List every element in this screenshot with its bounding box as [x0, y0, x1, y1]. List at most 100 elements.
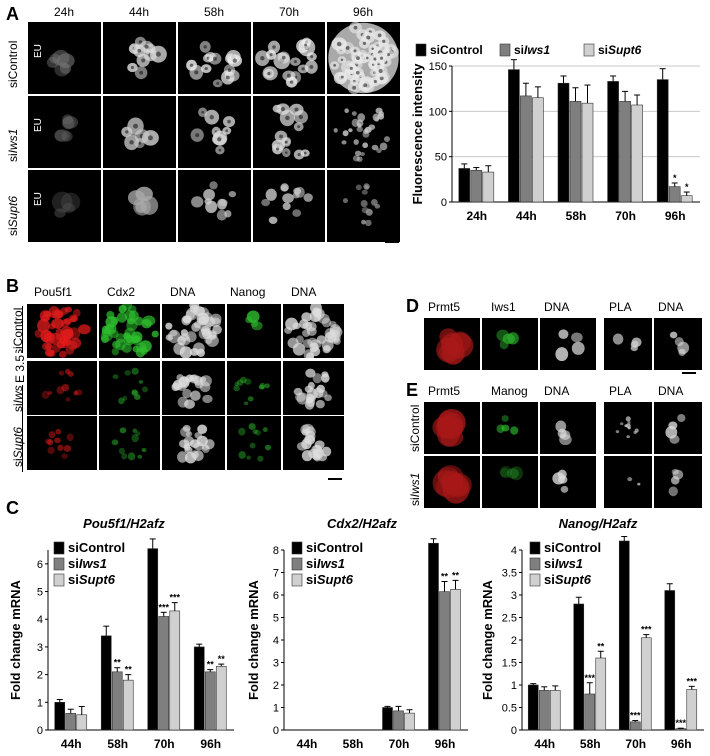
micrograph-d-c2: [482, 318, 538, 370]
micrograph-b-r3-c4-image: [238, 423, 272, 462]
significance-marker: ***: [630, 711, 641, 721]
y-tick-label: 1.5: [502, 658, 517, 670]
micrograph-b-r3-c2: [99, 416, 160, 470]
timepoint-label-96h: 96h: [353, 5, 374, 19]
y-tick-label: 3.5: [502, 568, 517, 580]
bar-siSupt6-96h: [215, 666, 227, 731]
micrograph-d-c4: [604, 318, 652, 370]
column-label-e-1: Prmt5: [428, 384, 461, 398]
bar-siIws1-70h: [393, 710, 404, 731]
micrograph-b-r1-c3-image: [165, 304, 222, 358]
category-label: 70h: [154, 737, 175, 751]
category-label: 58h: [580, 737, 601, 751]
micrograph-a-r2-c4-image: [271, 103, 310, 160]
legend-entry-prefix: si: [544, 556, 555, 571]
significance-marker: **: [441, 572, 449, 582]
column-label-e-5: DNA: [658, 384, 684, 398]
legend-entry: siControl: [430, 43, 483, 57]
bar-siControl-44h: [508, 69, 520, 203]
micrograph-d-c3-image: [555, 329, 585, 362]
y-tick-label: 100: [429, 106, 447, 118]
micrograph-a-r2-c5: [327, 96, 400, 168]
category-label: 44h: [516, 209, 537, 223]
legend-swatch: [529, 541, 541, 555]
micrograph-d-c3: [540, 318, 596, 370]
y-tick-label: 1: [273, 703, 279, 715]
bar-siSupt6-70h: [404, 712, 415, 731]
micrograph-e-r1-c1-image: [432, 408, 466, 447]
micrograph-e-r2-c5: [654, 456, 702, 508]
row-label-a-3-prefix: si: [6, 227, 20, 236]
bar-siSupt6-96h: [450, 589, 461, 731]
micrograph-b-r3-c3-image: [177, 424, 215, 464]
legend-entry: siIws1: [306, 556, 345, 571]
category-label: 58h: [107, 737, 128, 751]
micrograph-a-r3-c3: [178, 170, 251, 242]
micrograph-a-r1-c3: [178, 22, 251, 94]
micrograph-e-r1-c5-image: [665, 413, 686, 444]
legend-swatch: [529, 557, 541, 571]
category-label: 96h: [671, 737, 692, 751]
micrograph-a-r1-c5-image: [328, 22, 399, 94]
column-label-d-2: Iws1: [491, 300, 516, 314]
significance-marker: **: [452, 570, 460, 580]
column-label-d-5: DNA: [658, 300, 684, 314]
bar-siIws1-70h: [629, 721, 641, 731]
category-label: 96h: [665, 209, 686, 223]
y-tick-label: 4: [511, 545, 517, 557]
category-label: 96h: [435, 737, 456, 751]
column-label-d-3: DNA: [544, 300, 570, 314]
micrograph-b-r1-c3: [162, 304, 225, 358]
legend-entry-prefix: si: [68, 556, 79, 571]
bar-siSupt6-58h: [122, 679, 134, 731]
legend-entry: siIws1: [514, 43, 550, 57]
bar-siIws1-96h: [675, 728, 687, 731]
y-tick-label: 6: [37, 559, 43, 571]
category-label: 70h: [389, 737, 410, 751]
chart-title: Pou5f1/H2afz: [83, 516, 165, 531]
bar-siIws1-70h: [619, 101, 631, 203]
legend-entry-prefix: si: [68, 540, 79, 555]
micrograph-b-r2-c3: [162, 361, 225, 415]
legend-entry: siSupt6: [544, 572, 592, 587]
category-label: 44h: [534, 737, 555, 751]
category-label: 24h: [466, 209, 487, 223]
bar-siControl-70h: [607, 81, 619, 203]
micrograph-a-r3-c4: [253, 170, 325, 242]
scale-bar-b: [328, 478, 342, 480]
bar-siSupt6-96h: [686, 689, 698, 731]
stain-label-a-3: EU: [33, 192, 44, 206]
bar-siSupt6-44h: [76, 714, 88, 731]
micrograph-d-c2-image: [496, 329, 519, 350]
micrograph-b-r2-c4: [227, 361, 281, 415]
column-label-b-4: Nanog: [230, 285, 266, 299]
bar-siIws1-96h: [439, 591, 450, 731]
micrograph-a-r2-c3-image: [190, 107, 236, 155]
micrograph-a-r1-c2: [103, 22, 176, 94]
bar-siIws1-24h: [470, 169, 483, 203]
timepoint-label-44h: 44h: [129, 5, 150, 19]
y-tick-label: 2.5: [502, 613, 517, 625]
legend-swatch: [291, 573, 303, 587]
micrograph-b-r2-c2: [99, 361, 160, 415]
micrograph-a-r1-c3-image: [186, 41, 243, 88]
bar-siIws1-96h: [204, 671, 216, 731]
micrograph-b-r3-c5-image: [296, 423, 332, 462]
bar-siControl-44h: [54, 702, 66, 731]
micrograph-b-r2-c5: [283, 361, 344, 415]
panel-label-e: E: [406, 380, 419, 400]
column-label-e-2: Manog: [491, 384, 528, 398]
stain-label-a-2: EU: [33, 118, 44, 132]
category-label: 58h: [343, 737, 364, 751]
micrograph-a-r1-c2-image: [127, 36, 167, 80]
micrograph-b-r2-c4-image: [233, 376, 270, 406]
chart-title: Cdx2/H2afz: [327, 516, 398, 531]
bar-siIws1-58h: [569, 101, 582, 203]
row-label-a-3: siSupt6: [6, 196, 20, 236]
micrograph-d-c5-image: [669, 331, 690, 356]
category-label: 44h: [61, 737, 82, 751]
bar-siSupt6-70h: [169, 610, 181, 731]
micrograph-a-r3-c3-image: [191, 181, 237, 221]
y-tick-label: 50: [435, 152, 447, 164]
legend-entry-prefix: si: [598, 43, 608, 57]
